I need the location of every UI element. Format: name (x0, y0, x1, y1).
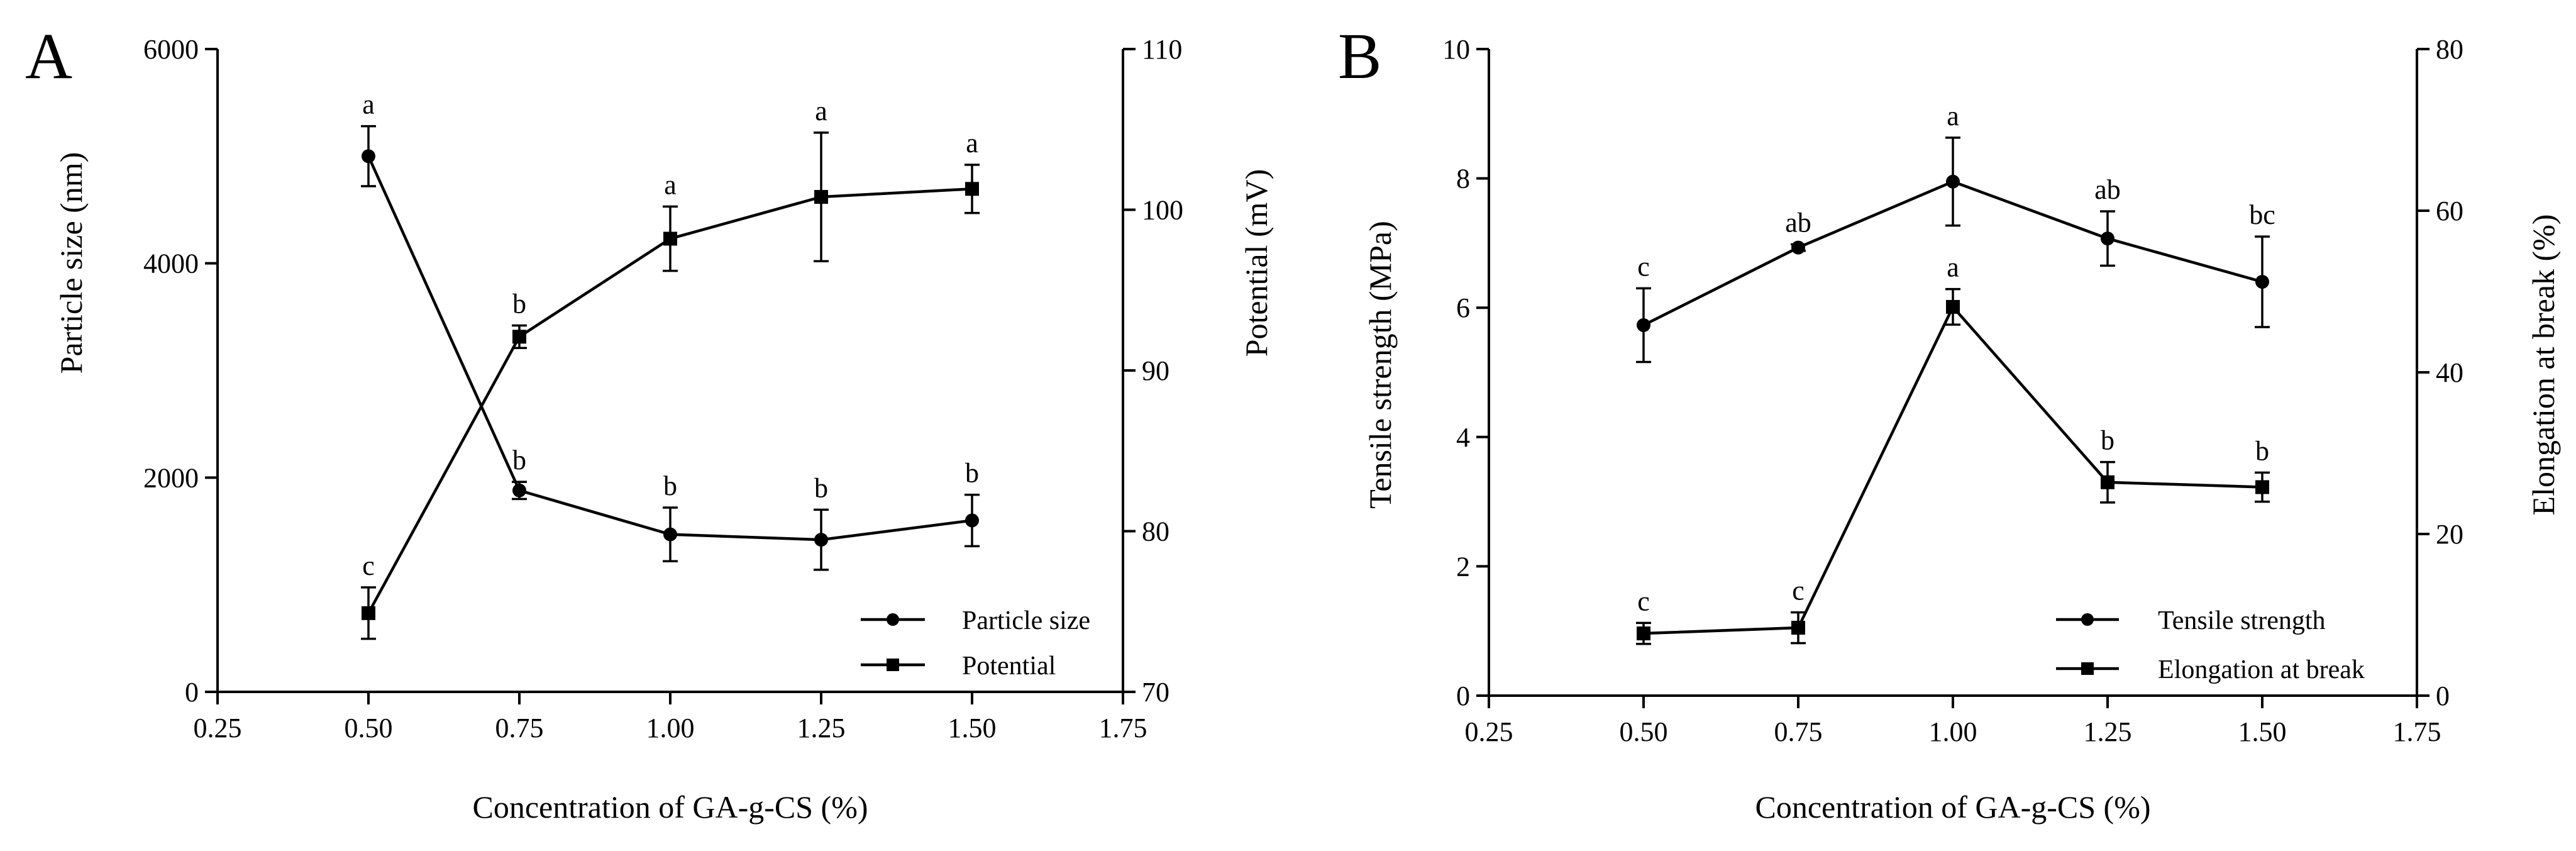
panel-a-legend-label-particle-size: Particle size (962, 606, 1090, 635)
panel-a-right-tick-label: 90 (1142, 355, 1169, 386)
panel-b-elongation-at-break-point (1791, 621, 1805, 635)
panel-a-legend-label-potential: Potential (962, 652, 1056, 681)
panel-a-potential-point (512, 330, 526, 344)
panel-a-particle-size-significance-letter: b (512, 445, 526, 476)
panel-b-legend-marker-tensile-strength (2081, 613, 2094, 626)
panel-b-legend-marker-elongation (2081, 662, 2094, 675)
panel-a-potential-point (362, 606, 375, 620)
panel-b-elongation-at-break-point (2255, 480, 2269, 494)
panel-a-particle-size-point (512, 483, 526, 498)
panel-a-left-tick-label: 0 (185, 677, 199, 708)
panel-b-x-tick-label: 1.25 (2084, 716, 2132, 747)
panel-b-tensile-strength-point (2255, 275, 2269, 289)
panel-b-elongation-at-break-point (2101, 475, 2114, 489)
panel-b-elongation-at-break-significance-letter: c (1792, 576, 1805, 606)
panel-a-potential-significance-letter: c (362, 550, 375, 581)
panel-b-tensile-strength-significance-letter: ab (1785, 207, 1811, 238)
panel-b-x-tick-label: 0.75 (1774, 716, 1823, 747)
panel-b-right-tick-label: 0 (2436, 681, 2450, 711)
panel-b-right-tick-label: 20 (2436, 519, 2463, 550)
panel-a-particle-size-significance-letter: b (814, 472, 828, 503)
panel-a-left-tick-label: 2000 (143, 462, 199, 493)
panel-b-legend-label-tensile-strength: Tensile strength (2158, 606, 2326, 635)
panel-a-label: A (25, 20, 72, 92)
panel-b-tensile-strength-significance-letter: ab (2094, 174, 2121, 205)
panel-b-legend-label-elongation: Elongation at break (2158, 655, 2365, 684)
panel-a-x-tick-label: 1.25 (797, 713, 846, 743)
panel-a-particle-size-significance-letter: b (965, 458, 979, 489)
panel-a-particle-size-significance-letter: a (362, 89, 375, 120)
panel-a-potential-significance-letter: a (966, 128, 978, 159)
panel-b-tensile-strength-significance-letter: c (1637, 251, 1650, 282)
panel-b-elongation-at-break-point (1637, 626, 1650, 641)
panel-b-x-tick-label: 1.00 (1929, 716, 1977, 747)
panel-b-left-tick-label: 6 (1456, 292, 1470, 323)
panel-b-right-tick-label: 60 (2436, 196, 2463, 226)
panel-a-potential-point (663, 231, 677, 246)
panel-a: A Particle size (nm) Potential (mV) Conc… (25, 20, 1274, 825)
panel-a-legend: Particle size Potential (861, 606, 1090, 681)
panel-a-left-axis-title: Particle size (nm) (53, 152, 89, 374)
panel-b: B Tensile strength (MPa) Elongation at b… (1338, 20, 2561, 825)
panel-a-potential-point (814, 190, 828, 204)
panel-b-tensile-strength-point (1637, 318, 1650, 332)
panel-b-x-tick-label: 0.25 (1465, 716, 1513, 747)
panel-b-left-tick-label: 2 (1456, 551, 1470, 582)
panel-a-x-tick-label: 0.50 (345, 713, 393, 743)
panel-b-x-tick-label: 0.50 (1620, 716, 1668, 747)
panel-b-x-tick-label: 1.50 (2238, 716, 2287, 747)
panel-b-tensile-strength-point (1946, 174, 1960, 189)
panel-a-potential-significance-letter: b (512, 288, 526, 319)
panel-a-particle-size-point (663, 527, 677, 542)
panel-a-left-tick-label: 6000 (143, 34, 199, 65)
panel-b-elongation-at-break-significance-letter: c (1637, 586, 1650, 616)
panel-a-left-tick-label: 4000 (143, 248, 199, 279)
panel-a-particle-size-significance-letter: b (663, 470, 677, 501)
panel-b-left-tick-label: 0 (1456, 681, 1470, 711)
panel-b-tensile-strength-significance-letter: a (1947, 101, 1959, 131)
panel-a-particle-size-point (362, 149, 375, 164)
panel-b-right-tick-label: 80 (2436, 34, 2463, 65)
panel-a-x-tick-label: 1.00 (646, 713, 695, 743)
panel-b-left-tick-label: 8 (1456, 164, 1470, 194)
panel-a-x-axis-title: Concentration of GA-g-CS (%) (472, 789, 868, 825)
panel-b-elongation-at-break-significance-letter: a (1947, 252, 1959, 283)
panel-b-x-tick-label: 1.75 (2393, 716, 2441, 747)
panel-a-x-tick-label: 0.25 (194, 713, 242, 743)
panel-a-legend-marker-potential (887, 659, 899, 671)
panel-a-right-tick-label: 80 (1142, 516, 1169, 547)
panel-a-right-tick-label: 110 (1142, 34, 1182, 65)
panel-b-x-axis-title: Concentration of GA-g-CS (%) (1755, 789, 2150, 825)
panel-a-potential-point (965, 182, 979, 196)
panel-a-legend-marker-particle-size (887, 613, 899, 626)
panel-b-tensile-strength-significance-letter: bc (2249, 199, 2275, 230)
panel-a-particle-size-point (965, 513, 979, 528)
panel-b-left-tick-label: 4 (1456, 422, 1470, 453)
panel-a-x-tick-label: 0.75 (495, 713, 544, 743)
panel-b-tensile-strength-point (1791, 240, 1805, 255)
panel-a-potential-significance-letter: a (664, 169, 677, 200)
panel-a-right-tick-label: 100 (1142, 195, 1183, 226)
panel-b-right-tick-label: 40 (2436, 357, 2463, 388)
panel-b-elongation-at-break-significance-letter: b (2101, 425, 2114, 456)
panel-b-elongation-at-break-significance-letter: b (2255, 435, 2269, 466)
panel-a-particle-size-point (814, 533, 828, 547)
panel-b-legend: Tensile strength Elongation at break (2056, 606, 2365, 684)
panel-b-right-axis-title: Elongation at break (%) (2526, 214, 2561, 516)
panel-b-elongation-at-break-point (1946, 299, 1960, 314)
panel-a-x-tick-label: 1.75 (1099, 713, 1147, 743)
panel-a-right-axis-title: Potential (mV) (1239, 169, 1274, 357)
panel-a-potential-significance-letter: a (815, 96, 827, 126)
panel-b-left-tick-label: 10 (1442, 34, 1470, 65)
panel-b-label: B (1338, 20, 1381, 92)
panel-a-right-tick-label: 70 (1142, 677, 1169, 708)
panel-b-tensile-strength-point (2101, 231, 2114, 246)
panel-a-x-tick-label: 1.50 (948, 713, 997, 743)
panel-b-left-axis-title: Tensile strength (MPa) (1363, 221, 1398, 509)
